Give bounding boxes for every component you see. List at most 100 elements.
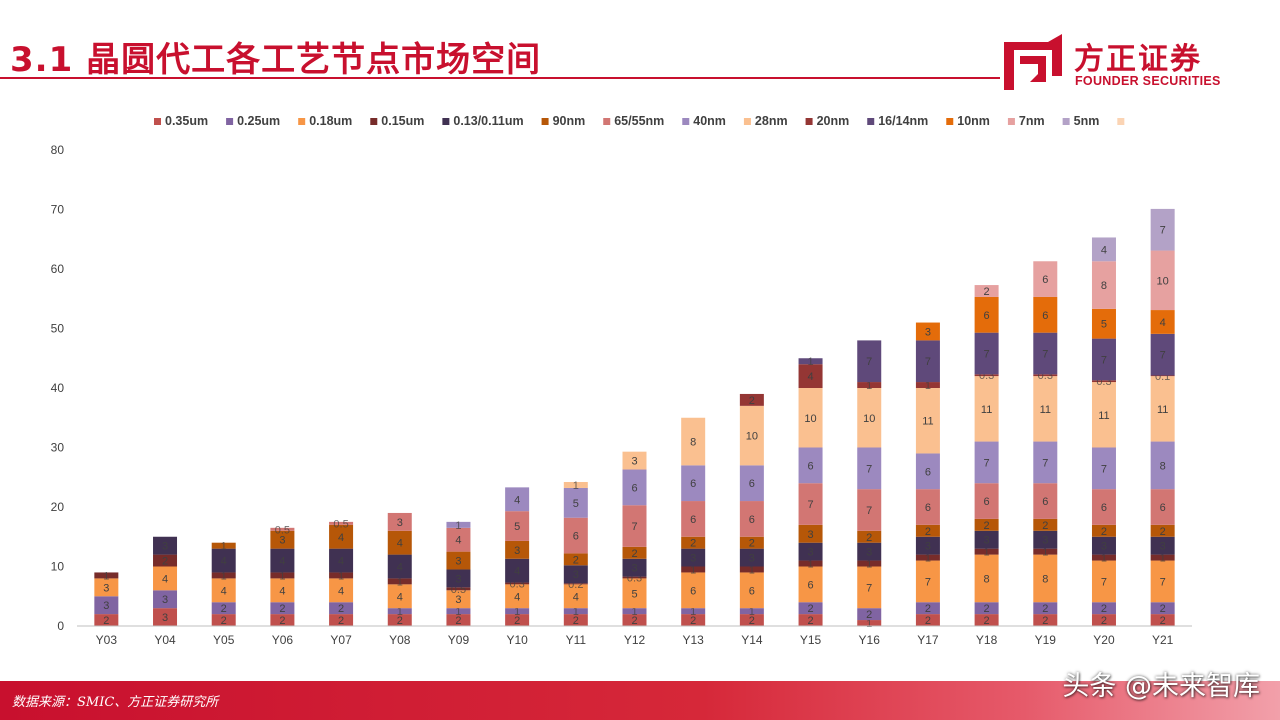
legend-label: 40nm bbox=[693, 114, 726, 128]
data-label: 2 bbox=[749, 615, 755, 627]
bar-segment bbox=[739, 566, 764, 573]
bar-segment bbox=[505, 558, 530, 583]
bar-segment bbox=[1150, 489, 1175, 525]
bar-segment bbox=[446, 590, 471, 609]
bar-segment bbox=[798, 560, 823, 567]
data-label: 3 bbox=[866, 547, 872, 559]
x-tick-label: Y08 bbox=[389, 633, 411, 647]
bar-segment bbox=[329, 548, 354, 573]
legend-swatch bbox=[298, 118, 306, 125]
bar-segment bbox=[915, 388, 940, 454]
data-label: 2 bbox=[1101, 526, 1107, 538]
chart-bars: 2331334232241412241430.52241440.52141443… bbox=[94, 208, 1175, 630]
legend-swatch bbox=[1007, 118, 1015, 125]
y-tick-label: 30 bbox=[51, 441, 65, 455]
data-label: 2 bbox=[631, 615, 637, 627]
bar-segment bbox=[1150, 208, 1175, 251]
bar-segment bbox=[622, 576, 647, 579]
data-label: 2 bbox=[984, 286, 990, 298]
bar-segment bbox=[505, 608, 530, 615]
bar-segment bbox=[974, 483, 999, 519]
legend-label: 0.18um bbox=[309, 114, 352, 128]
bar-segment bbox=[915, 554, 940, 561]
bar-segment bbox=[798, 614, 823, 626]
bar-segment bbox=[974, 614, 999, 626]
chart-legend: 0.35um 0.25um 0.18um 0.15um 0.13/0.11um 90nm 6… bbox=[154, 114, 1125, 128]
x-axis: Y03 Y04 Y05 Y06 Y07 Y08 Y09 Y10 Y11 Y12 Y13 Y14 Y15 Y… bbox=[77, 625, 1192, 647]
y-tick-label: 10 bbox=[51, 560, 65, 574]
bar-segment bbox=[1150, 441, 1175, 490]
data-label: 6 bbox=[807, 579, 813, 591]
data-label: 2 bbox=[397, 615, 403, 627]
data-label: 2 bbox=[1160, 615, 1166, 627]
x-tick-label: Y16 bbox=[859, 633, 881, 647]
data-label: 1 bbox=[1042, 547, 1048, 559]
data-label: 2 bbox=[866, 609, 872, 621]
data-label: 2 bbox=[690, 615, 696, 627]
data-label: 2 bbox=[749, 538, 755, 550]
data-label: 2 bbox=[925, 615, 931, 627]
bar-segment bbox=[739, 501, 764, 537]
bar-segment bbox=[387, 608, 412, 615]
data-label: 1 bbox=[573, 606, 579, 618]
bar-segment bbox=[1091, 382, 1116, 448]
bar-segment bbox=[974, 296, 999, 333]
bar-segment bbox=[681, 417, 706, 466]
bar-segment bbox=[1033, 441, 1058, 484]
data-label: 1 bbox=[279, 570, 285, 582]
bar-segment bbox=[329, 521, 354, 525]
bar-segment bbox=[94, 578, 119, 597]
data-label: 10 bbox=[863, 413, 875, 425]
bar-segment bbox=[1150, 376, 1175, 442]
data-label: 2 bbox=[279, 603, 285, 615]
y-tick-label: 70 bbox=[51, 203, 65, 217]
data-label: 4 bbox=[1101, 244, 1107, 256]
bar-segment bbox=[974, 554, 999, 603]
data-label: 10 bbox=[746, 431, 758, 443]
bar-segment bbox=[94, 596, 119, 615]
bar-segment bbox=[857, 340, 882, 383]
data-label: 2 bbox=[1160, 603, 1166, 615]
y-tick-label: 60 bbox=[51, 262, 65, 276]
data-label: 2 bbox=[1101, 603, 1107, 615]
bar-segment bbox=[1150, 536, 1175, 555]
bar-segment bbox=[446, 608, 471, 615]
data-label: 11 bbox=[922, 416, 933, 428]
bar-segment bbox=[211, 542, 236, 549]
data-label: 8 bbox=[690, 437, 696, 449]
bar-segment bbox=[739, 608, 764, 615]
data-label: 4 bbox=[807, 371, 813, 383]
bar-segment bbox=[681, 465, 706, 502]
bar-segment bbox=[211, 548, 236, 573]
x-tick-label: Y20 bbox=[1093, 633, 1115, 647]
data-label: 4 bbox=[279, 585, 285, 597]
bar-segment bbox=[211, 614, 236, 626]
data-label: 6 bbox=[807, 460, 813, 472]
data-label: 8 bbox=[1101, 280, 1107, 292]
bar-segment bbox=[681, 501, 706, 537]
x-tick-label: Y13 bbox=[683, 633, 705, 647]
data-label: 3 bbox=[984, 535, 990, 547]
bar-segment bbox=[1150, 554, 1175, 561]
bar-stack-Y07: 22 4 1 4 4 0.5 bbox=[329, 518, 354, 627]
legend-label: 16/14nm bbox=[878, 114, 928, 128]
legend-entry-0: 0.35um bbox=[154, 114, 208, 128]
legend-swatch bbox=[805, 118, 813, 125]
data-label: 3 bbox=[103, 582, 109, 594]
founder-logo-icon bbox=[1004, 34, 1062, 90]
data-label: 2 bbox=[807, 615, 813, 627]
data-label: 3 bbox=[279, 535, 285, 547]
data-label: 1 bbox=[221, 541, 227, 553]
data-label: 4 bbox=[397, 538, 403, 550]
bar-segment bbox=[1150, 602, 1175, 615]
data-label: 3 bbox=[455, 594, 461, 606]
bar-segment bbox=[798, 566, 823, 603]
bar-segment bbox=[270, 602, 295, 615]
